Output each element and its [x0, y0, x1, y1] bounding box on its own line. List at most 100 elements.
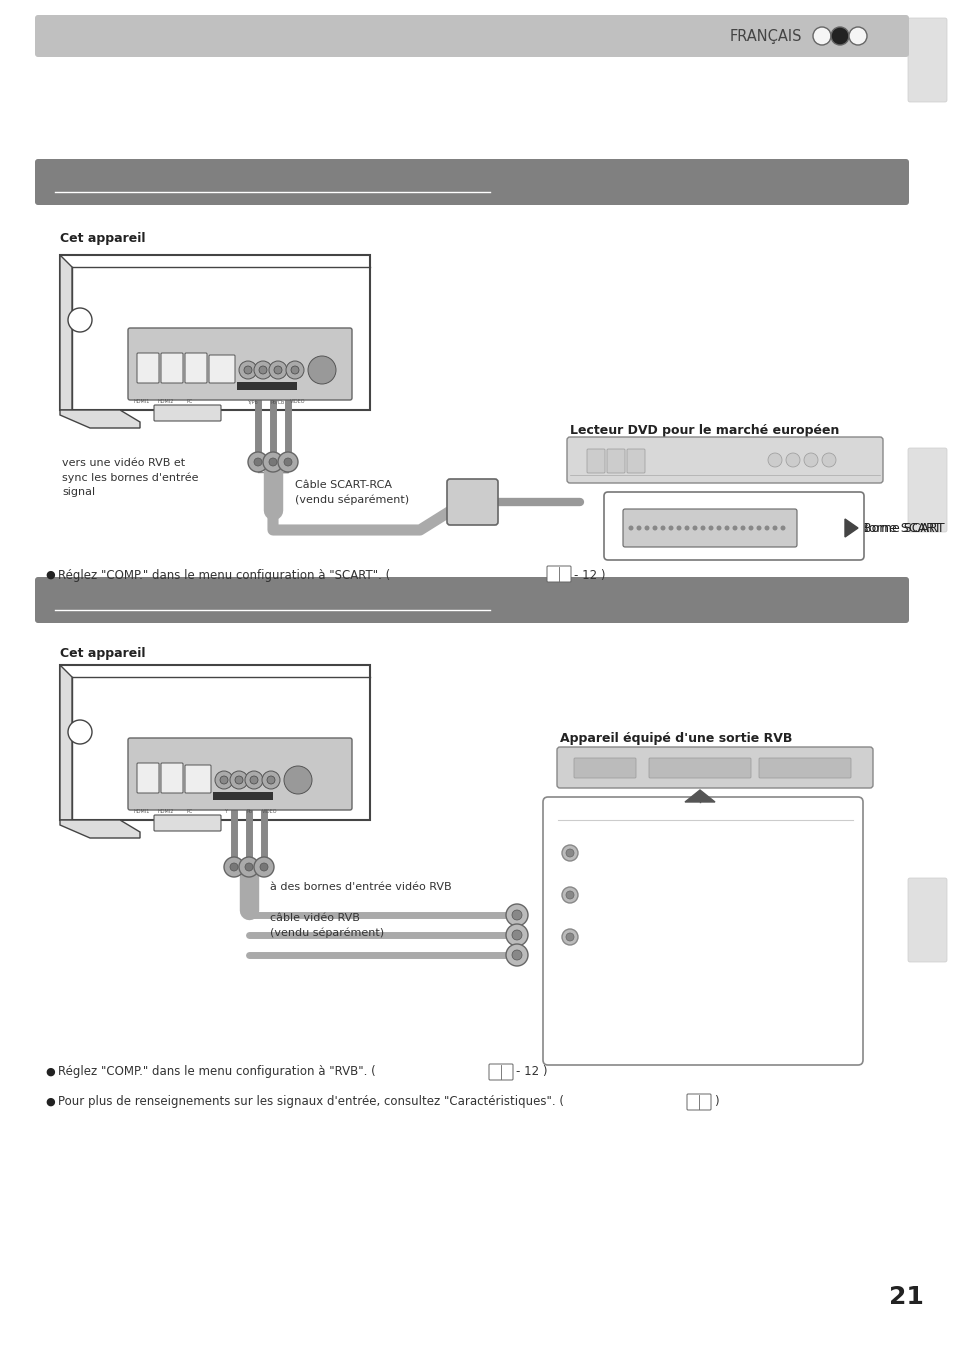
- Circle shape: [512, 910, 521, 919]
- Circle shape: [274, 366, 282, 374]
- Circle shape: [785, 454, 800, 467]
- FancyBboxPatch shape: [686, 1094, 710, 1110]
- Text: Réglez "COMP." dans le menu configuration à "RVB". (: Réglez "COMP." dans le menu configuratio…: [58, 1065, 375, 1079]
- Text: ●: ●: [45, 570, 54, 580]
- Text: Lecteur DVD pour le marché européen: Lecteur DVD pour le marché européen: [569, 424, 839, 437]
- FancyBboxPatch shape: [35, 576, 908, 622]
- Text: Y/Pb: Y/Pb: [247, 400, 257, 404]
- Text: câble vidéo RVB
(vendu séparément): câble vidéo RVB (vendu séparément): [270, 913, 384, 938]
- Circle shape: [239, 360, 256, 379]
- Circle shape: [512, 930, 521, 940]
- Text: Cet appareil: Cet appareil: [60, 647, 146, 660]
- Circle shape: [700, 525, 705, 531]
- FancyBboxPatch shape: [557, 747, 872, 788]
- Circle shape: [250, 776, 257, 784]
- Text: HDMI1: HDMI1: [133, 809, 150, 814]
- FancyBboxPatch shape: [606, 450, 624, 472]
- Polygon shape: [844, 518, 857, 537]
- Circle shape: [659, 525, 665, 531]
- FancyBboxPatch shape: [907, 878, 946, 963]
- Circle shape: [220, 776, 228, 784]
- Circle shape: [260, 863, 268, 871]
- Circle shape: [565, 891, 574, 899]
- Circle shape: [812, 27, 830, 45]
- Circle shape: [684, 525, 689, 531]
- Circle shape: [262, 771, 280, 788]
- FancyBboxPatch shape: [137, 763, 159, 792]
- Text: Bornes de sortie vidéo RVB: Bornes de sortie vidéo RVB: [558, 807, 748, 819]
- Circle shape: [512, 950, 521, 960]
- Text: à des bornes d'entrée vidéo RVB: à des bornes d'entrée vidéo RVB: [270, 882, 451, 892]
- FancyBboxPatch shape: [128, 328, 352, 400]
- Text: Borne SCART: Borne SCART: [862, 521, 943, 535]
- Circle shape: [767, 454, 781, 467]
- FancyBboxPatch shape: [907, 448, 946, 532]
- Text: Pb/Cb: Pb/Cb: [271, 400, 285, 404]
- Circle shape: [269, 360, 287, 379]
- FancyBboxPatch shape: [603, 491, 863, 560]
- Text: Appareil équipé d'une sortie RVB: Appareil équipé d'une sortie RVB: [559, 732, 792, 745]
- Circle shape: [244, 366, 252, 374]
- FancyBboxPatch shape: [648, 757, 750, 778]
- Circle shape: [676, 525, 680, 531]
- Circle shape: [821, 454, 835, 467]
- Circle shape: [253, 360, 272, 379]
- Circle shape: [245, 863, 253, 871]
- Circle shape: [565, 933, 574, 941]
- FancyBboxPatch shape: [185, 352, 207, 383]
- Circle shape: [269, 458, 276, 466]
- Circle shape: [239, 857, 258, 878]
- Circle shape: [708, 525, 713, 531]
- Circle shape: [214, 771, 233, 788]
- Circle shape: [230, 771, 248, 788]
- Circle shape: [505, 904, 527, 926]
- Circle shape: [732, 525, 737, 531]
- FancyBboxPatch shape: [586, 450, 604, 472]
- FancyBboxPatch shape: [542, 796, 862, 1065]
- Text: FRANÇAIS: FRANÇAIS: [729, 28, 801, 43]
- Text: HDMI2: HDMI2: [157, 400, 174, 404]
- Text: Réglez "COMP." dans le menu configuration à "SCART". (: Réglez "COMP." dans le menu configuratio…: [58, 568, 390, 582]
- Text: V (vert) :: V (vert) :: [583, 930, 636, 944]
- Circle shape: [308, 356, 335, 383]
- Circle shape: [253, 857, 274, 878]
- Circle shape: [565, 849, 574, 857]
- Text: PC: PC: [187, 809, 193, 814]
- FancyBboxPatch shape: [137, 352, 159, 383]
- FancyBboxPatch shape: [574, 757, 636, 778]
- Text: 21: 21: [887, 1285, 923, 1310]
- Circle shape: [668, 525, 673, 531]
- FancyBboxPatch shape: [35, 159, 908, 205]
- Polygon shape: [60, 410, 140, 428]
- Circle shape: [848, 27, 866, 45]
- Text: ●: ●: [45, 1066, 54, 1077]
- Circle shape: [291, 366, 298, 374]
- Text: B (Bleu): B (Bleu): [583, 888, 631, 902]
- Text: (Inclut des signaux de syn-
chronisation): (Inclut des signaux de syn- chronisation…: [583, 957, 734, 981]
- Text: vers une vidéo RVB et
sync les bornes d'entrée
signal: vers une vidéo RVB et sync les bornes d'…: [62, 458, 198, 497]
- FancyBboxPatch shape: [185, 765, 211, 792]
- Circle shape: [234, 776, 243, 784]
- Circle shape: [628, 525, 633, 531]
- Circle shape: [505, 923, 527, 946]
- Circle shape: [780, 525, 784, 531]
- FancyBboxPatch shape: [566, 437, 882, 483]
- FancyBboxPatch shape: [209, 355, 234, 383]
- Circle shape: [763, 525, 769, 531]
- Circle shape: [286, 360, 304, 379]
- Circle shape: [723, 525, 729, 531]
- Text: R (Rouge): R (Rouge): [583, 846, 641, 860]
- Circle shape: [748, 525, 753, 531]
- Circle shape: [692, 525, 697, 531]
- Circle shape: [756, 525, 760, 531]
- Text: ●: ●: [45, 1098, 54, 1107]
- Polygon shape: [60, 819, 140, 838]
- Circle shape: [644, 525, 649, 531]
- FancyBboxPatch shape: [153, 405, 221, 421]
- FancyBboxPatch shape: [546, 566, 571, 582]
- FancyBboxPatch shape: [161, 763, 183, 792]
- Circle shape: [772, 525, 777, 531]
- Text: Pour plus de renseignements sur les signaux d'entrée, consultez "Caractéristique: Pour plus de renseignements sur les sign…: [58, 1095, 563, 1108]
- Circle shape: [561, 845, 578, 861]
- FancyBboxPatch shape: [128, 738, 352, 810]
